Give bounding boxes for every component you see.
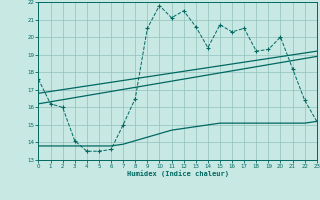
X-axis label: Humidex (Indice chaleur): Humidex (Indice chaleur) <box>127 171 228 177</box>
